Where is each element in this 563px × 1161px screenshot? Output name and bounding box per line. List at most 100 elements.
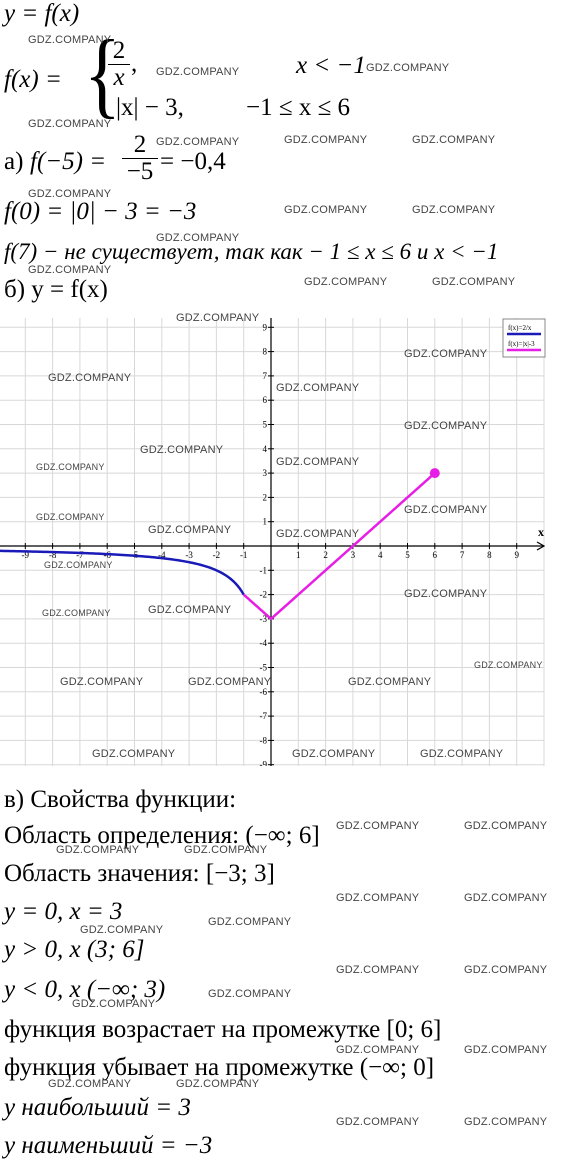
prop-zero: y = 0, x = 3 xyxy=(4,898,123,925)
watermark: GDZ.COMPANY xyxy=(28,188,112,200)
watermark: GDZ.COMPANY xyxy=(148,524,232,536)
part-a-denominator: −5 xyxy=(122,158,158,185)
y-tick-label: -5 xyxy=(260,663,268,673)
watermark: GDZ.COMPANY xyxy=(336,820,420,832)
case1-condition: x < −1 xyxy=(296,52,366,79)
watermark: GDZ.COMPANY xyxy=(80,924,164,936)
y-tick-label: 2 xyxy=(263,492,268,502)
x-tick-label: -4 xyxy=(158,550,166,560)
chart-series xyxy=(0,468,440,620)
y-tick-label: 5 xyxy=(263,420,268,430)
legend-label: f(x)=|x|-3 xyxy=(508,340,535,348)
watermark: GDZ.COMPANY xyxy=(464,1044,548,1056)
definition-lhs: f(x) = xyxy=(4,66,62,93)
watermark: GDZ.COMPANY xyxy=(464,820,548,832)
chart-grid xyxy=(0,318,545,766)
part-b-label: б) y = f(x) xyxy=(4,276,108,303)
watermark: GDZ.COMPANY xyxy=(464,964,548,976)
case2-expression: |x| − 3, xyxy=(116,94,184,121)
watermark: GDZ.COMPANY xyxy=(276,456,360,468)
x-axis-label: x xyxy=(538,525,544,539)
y-tick-label: 9 xyxy=(263,322,268,332)
watermark: GDZ.COMPANY xyxy=(48,372,132,384)
x-tick-label: -8 xyxy=(49,550,57,560)
watermark: GDZ.COMPANY xyxy=(412,204,496,216)
part-a-numerator: 2 xyxy=(133,131,147,158)
part-a-fraction: 2 −5 xyxy=(122,132,158,185)
watermark: GDZ.COMPANY xyxy=(56,844,140,856)
x-tick-label: 1 xyxy=(296,550,301,560)
brace-symbol: { xyxy=(84,20,121,127)
y-tick-label: 1 xyxy=(263,517,268,527)
x-tick-label: 5 xyxy=(405,550,410,560)
watermark: GDZ.COMPANY xyxy=(42,608,111,618)
y-tick-label: -9 xyxy=(260,760,268,766)
x-axis-arrow xyxy=(536,541,546,551)
watermark: GDZ.COMPANY xyxy=(404,420,488,432)
prop-negative: y < 0, x (−∞; 3) xyxy=(4,976,166,1003)
y-tick-label: 8 xyxy=(263,347,268,357)
prop-max: y наибольший = 3 xyxy=(4,1094,191,1121)
function-graph: xy -9-8-7-6-5-4-3-2-1123456789-9-8-7-6-5… xyxy=(0,318,546,766)
part-a-label: а) xyxy=(4,148,24,175)
endpoint-marker xyxy=(429,468,440,479)
y-tick-label: -2 xyxy=(260,590,268,600)
watermark: GDZ.COMPANY xyxy=(72,998,156,1010)
watermark: GDZ.COMPANY xyxy=(28,118,112,130)
y-tick-label: -1 xyxy=(260,565,268,575)
x-tick-label: 7 xyxy=(460,550,465,560)
watermark: GDZ.COMPANY xyxy=(36,512,105,522)
x-tick-label: 8 xyxy=(487,550,492,560)
watermark: GDZ.COMPANY xyxy=(276,528,360,540)
case1-fraction: 2 x xyxy=(108,38,130,91)
prop-positive: y > 0, x (3; 6] xyxy=(4,936,145,963)
part-a-line3: f(7) − не существует, так как − 1 ≤ x ≤ … xyxy=(4,239,499,264)
chart-legend: f(x)=2/x f(x)=|x|-3 xyxy=(502,318,546,358)
watermark: GDZ.COMPANY xyxy=(304,276,388,288)
case1-denominator: x xyxy=(108,64,130,91)
watermark: GDZ.COMPANY xyxy=(92,748,176,760)
watermark: GDZ.COMPANY xyxy=(176,1078,260,1090)
series-line-1 xyxy=(0,549,245,596)
watermark: GDZ.COMPANY xyxy=(148,604,232,616)
prop-domain: Область определения: (−∞; 6] xyxy=(4,822,320,849)
prop-range: Область значения: [−3; 3] xyxy=(4,860,275,887)
x-tick-label: -3 xyxy=(185,550,193,560)
watermark: GDZ.COMPANY xyxy=(474,660,543,670)
watermark: GDZ.COMPANY xyxy=(336,1116,420,1128)
x-tick-label: -9 xyxy=(22,550,30,560)
watermark: GDZ.COMPANY xyxy=(140,444,224,456)
properties-title: в) Свойства функции: xyxy=(4,786,237,813)
x-tick-label: -7 xyxy=(76,550,84,560)
y-tick-label: 4 xyxy=(263,444,268,454)
y-tick-label: 3 xyxy=(263,468,268,478)
series-line-2 xyxy=(242,472,436,620)
part-a-line2: f(0) = |0| − 3 = −3 xyxy=(4,198,197,225)
watermark: GDZ.COMPANY xyxy=(404,348,488,360)
x-tick-label: -1 xyxy=(240,550,248,560)
function-title: y = f(x) xyxy=(4,0,80,27)
watermark: GDZ.COMPANY xyxy=(432,276,516,288)
watermark: GDZ.COMPANY xyxy=(276,382,360,394)
x-tick-label: 2 xyxy=(323,550,328,560)
watermark: GDZ.COMPANY xyxy=(48,1078,132,1090)
watermark: GDZ.COMPANY xyxy=(36,462,105,472)
watermark: GDZ.COMPANY xyxy=(284,134,368,146)
y-tick-label: -8 xyxy=(260,735,268,745)
watermark: GDZ.COMPANY xyxy=(464,892,548,904)
watermark: GDZ.COMPANY xyxy=(28,264,112,276)
watermark: GDZ.COMPANY xyxy=(292,748,376,760)
watermark: GDZ.COMPANY xyxy=(420,748,504,760)
x-tick-label: 4 xyxy=(378,550,383,560)
watermark: GDZ.COMPANY xyxy=(156,232,240,244)
watermark: GDZ.COMPANY xyxy=(60,676,144,688)
watermark: GDZ.COMPANY xyxy=(176,312,260,324)
watermark: GDZ.COMPANY xyxy=(404,504,488,516)
watermark: GDZ.COMPANY xyxy=(208,988,292,1000)
watermark: GDZ.COMPANY xyxy=(284,204,368,216)
watermark: GDZ.COMPANY xyxy=(412,134,496,146)
watermark: GDZ.COMPANY xyxy=(336,892,420,904)
y-tick-label: -7 xyxy=(260,711,268,721)
watermark: GDZ.COMPANY xyxy=(336,1044,420,1056)
watermark: GDZ.COMPANY xyxy=(28,34,112,46)
